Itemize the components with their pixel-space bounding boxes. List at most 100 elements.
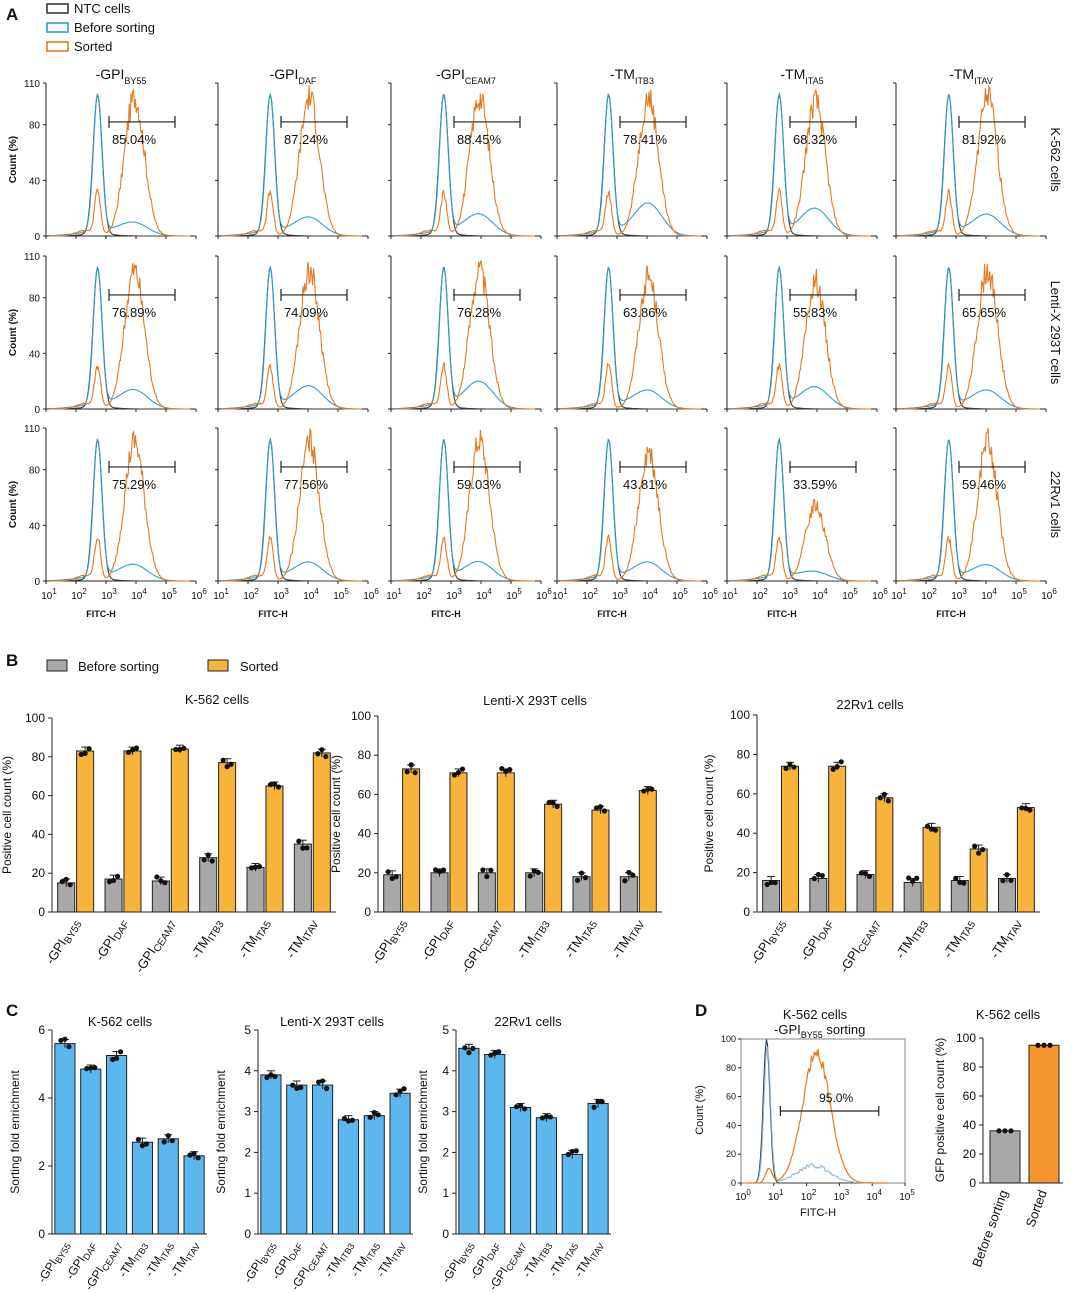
- y-tick-label: 80: [737, 747, 751, 761]
- data-point: [187, 1152, 193, 1158]
- y-axis-label: Count (%): [694, 1085, 706, 1135]
- y-tick-label: 110: [24, 79, 40, 90]
- data-point: [764, 881, 770, 888]
- ntc-curve: [560, 438, 701, 582]
- before-sorting-curve: [393, 439, 535, 582]
- histogram-plot: 76.28%: [388, 255, 542, 412]
- x-tick-label: 105: [333, 587, 349, 602]
- legend-label: Before sorting: [78, 659, 159, 674]
- data-point: [819, 872, 825, 879]
- row-label: 22Rv1 cells: [1048, 471, 1063, 539]
- sorted-bar: [312, 752, 331, 913]
- sorted-curve: [899, 263, 1040, 410]
- before-sorting-bar: [903, 881, 922, 913]
- sorted-bar: [875, 797, 894, 913]
- sorted-bar: [828, 765, 847, 913]
- y-axis-label: Sorting fold enrichment: [416, 1070, 430, 1194]
- x-tick-label: 104: [131, 587, 147, 602]
- histogram-plot: 55.83%: [724, 255, 878, 412]
- sorted-curve: [560, 265, 701, 410]
- sorted-curve: [899, 428, 1040, 582]
- enrichment-bar: [337, 1119, 359, 1235]
- data-point: [565, 1151, 571, 1158]
- data-point: [484, 873, 490, 880]
- data-point: [133, 745, 140, 751]
- data-point: [385, 869, 391, 875]
- sorted-bar: [544, 803, 563, 913]
- sorted-curve: [560, 446, 701, 582]
- data-point: [830, 766, 836, 772]
- histogram-plot: 101 102 103 104 105 106 FITC-H 33.59%: [722, 427, 888, 619]
- data-point: [315, 751, 321, 757]
- x-tick-label: 103: [612, 587, 628, 602]
- before-sorting-curve: [220, 265, 362, 410]
- sorted-curve: [221, 261, 362, 410]
- data-point: [271, 781, 278, 787]
- data-point: [451, 772, 458, 778]
- data-point: [961, 880, 967, 886]
- y-tick-label: 110: [24, 252, 40, 263]
- category-label: -GPICEAM7: [458, 915, 506, 977]
- x-tick-label: 106: [363, 587, 379, 602]
- x-tick-label: 105: [842, 587, 858, 602]
- data-point: [296, 838, 302, 844]
- data-point: [488, 1052, 494, 1058]
- data-point: [811, 876, 817, 882]
- histogram-plot: 101 102 103 104 105 106 FITC-H 77.56%: [213, 427, 379, 619]
- data-point: [158, 878, 164, 884]
- x-tick-label: 100: [735, 1188, 751, 1203]
- data-point: [404, 769, 410, 775]
- x-tick-label: 106: [191, 587, 207, 602]
- before-sorting-curve: [898, 439, 1040, 582]
- data-point: [323, 753, 329, 760]
- before-sorting-curve: [559, 437, 701, 582]
- histogram-plot: 0 40 80 110 Count (%) 101 102 103 104 105 106 FITC-…: [8, 424, 207, 619]
- y-axis-label: Positive cell count (%): [329, 755, 343, 873]
- category-label: -TMITB3: [514, 915, 553, 962]
- data-point: [513, 1104, 520, 1110]
- gate-percent: 85.04%: [112, 132, 157, 147]
- data-point: [480, 867, 486, 873]
- data-point: [791, 764, 797, 770]
- data-point: [1027, 807, 1033, 813]
- data-point: [349, 1117, 356, 1123]
- gate-percent: 33.59%: [793, 477, 838, 492]
- sorted-bar: [591, 809, 610, 913]
- category-label: -GPICEAM7: [132, 915, 180, 977]
- y-tick-label: 60: [737, 787, 751, 801]
- x-tick-label: 105: [506, 587, 522, 602]
- data-point: [957, 879, 963, 886]
- data-point: [319, 1078, 326, 1084]
- x-tick-label: 104: [642, 587, 658, 602]
- x-tick-label: 102: [921, 587, 937, 602]
- before-sorting-bar: [430, 872, 449, 913]
- category-label: -GPIBY55: [368, 915, 411, 968]
- sorted-curve: [49, 263, 190, 410]
- y-tick-label: 0: [364, 905, 371, 919]
- before-sorting-curve: [559, 265, 701, 410]
- chart-title: 22Rv1 cells: [494, 1014, 562, 1029]
- column-title: -GPIBY55: [96, 66, 147, 86]
- histogram-plot: 68.32%: [724, 82, 878, 239]
- data-point: [914, 875, 920, 881]
- y-axis-label: Sorting fold enrichment: [214, 1070, 228, 1194]
- x-tick-label: 103: [834, 1188, 850, 1203]
- gate-percent: 76.28%: [457, 305, 502, 320]
- y-tick-label: 20: [358, 866, 372, 880]
- sorted-bar: [969, 848, 988, 913]
- gate-percent: 63.86%: [623, 305, 668, 320]
- y-tick-label: 60: [963, 1089, 977, 1103]
- category-label: -GPIBY55: [747, 915, 790, 968]
- x-tick-label: 106: [872, 587, 888, 602]
- data-point: [996, 1128, 1002, 1134]
- panel-c-label: C: [6, 1001, 18, 1020]
- ntc-curve: [730, 93, 871, 237]
- data-point: [224, 764, 230, 770]
- enrichment-bar: [312, 1084, 334, 1235]
- before-sorting-curve: [747, 1046, 889, 1184]
- y-axis-label: Count (%): [8, 136, 19, 183]
- data-point: [345, 1118, 352, 1124]
- data-point: [838, 759, 844, 765]
- data-point: [62, 1036, 68, 1042]
- data-point: [569, 1148, 575, 1155]
